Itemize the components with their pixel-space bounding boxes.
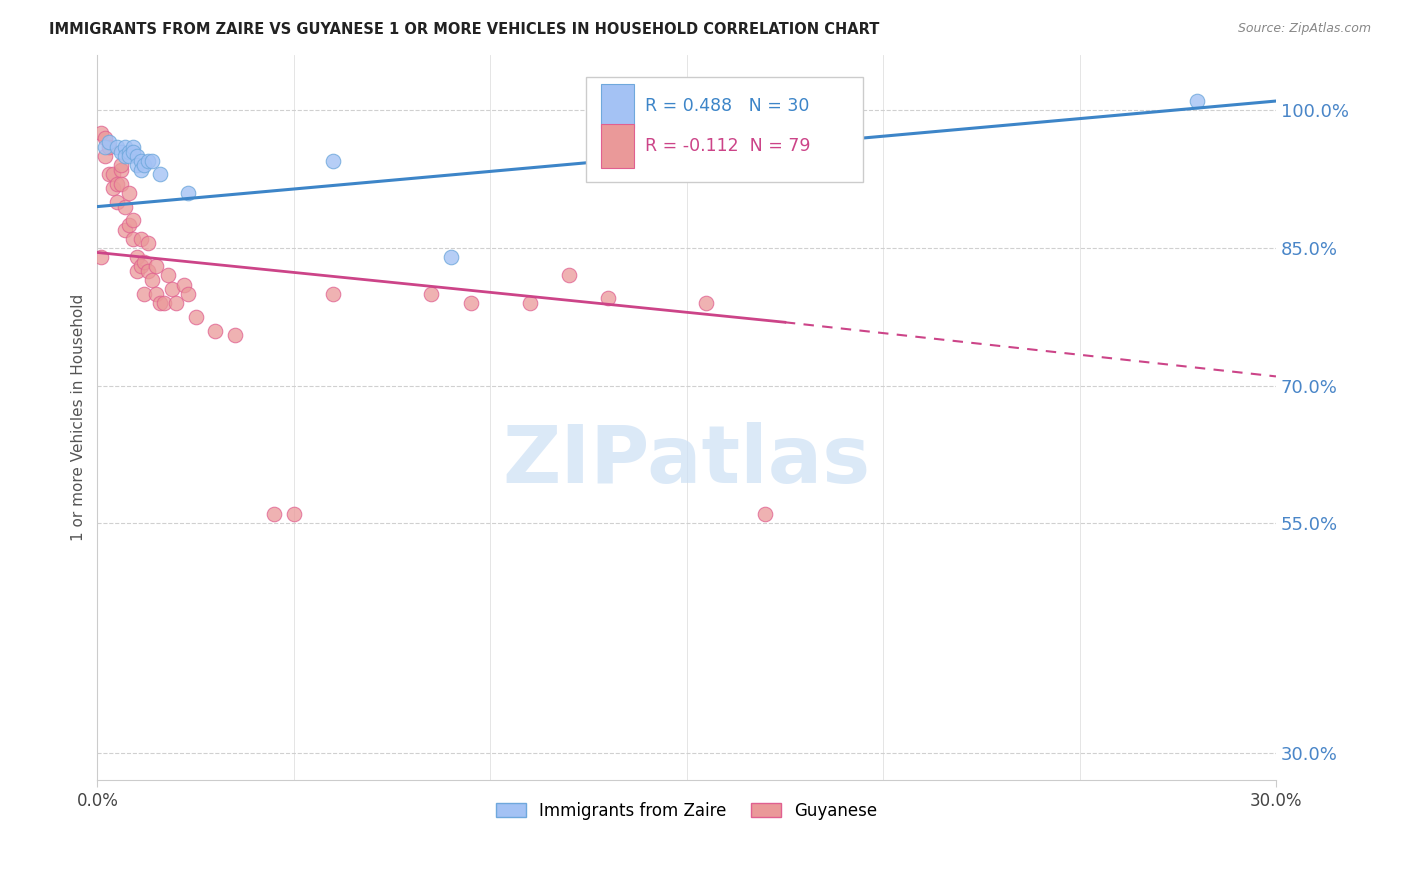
Point [105, 177, 128, 191]
Point [141, 273, 163, 287]
Point [283, 507, 305, 521]
Point [129, 162, 152, 177]
Point [98, 136, 121, 150]
Point [125, 264, 148, 278]
Point [173, 277, 195, 292]
Point [519, 296, 541, 310]
Point [98, 140, 121, 154]
Point [153, 296, 176, 310]
Point [149, 296, 172, 310]
Point [149, 168, 172, 182]
Point [105, 140, 128, 154]
Point [558, 268, 581, 283]
Point [420, 286, 443, 301]
Point [90, 250, 112, 264]
Point [440, 250, 463, 264]
Point [125, 149, 148, 163]
Point [596, 292, 619, 306]
Point [460, 296, 482, 310]
Point [114, 222, 136, 236]
Point [110, 162, 132, 177]
Point [105, 194, 128, 209]
Point [695, 296, 717, 310]
Text: IMMIGRANTS FROM ZAIRE VS GUYANESE 1 OR MORE VEHICLES IN HOUSEHOLD CORRELATION CH: IMMIGRANTS FROM ZAIRE VS GUYANESE 1 OR M… [49, 22, 880, 37]
Point [134, 158, 156, 172]
Point [134, 254, 156, 268]
Point [177, 286, 200, 301]
Point [110, 177, 132, 191]
Point [121, 213, 143, 227]
Point [322, 153, 344, 168]
Point [129, 153, 152, 168]
Point [114, 140, 136, 154]
Point [145, 286, 167, 301]
Point [121, 232, 143, 246]
Point [121, 145, 143, 159]
Point [145, 260, 167, 274]
Point [118, 186, 141, 200]
Point [184, 310, 207, 324]
Point [110, 158, 132, 172]
Point [204, 324, 226, 338]
Point [114, 149, 136, 163]
Point [754, 507, 776, 521]
Point [138, 236, 160, 251]
Point [94, 130, 117, 145]
Point [160, 282, 183, 296]
Point [118, 149, 141, 163]
Point [94, 149, 117, 163]
Point [114, 200, 136, 214]
Point [141, 153, 163, 168]
Point [177, 186, 200, 200]
Point [138, 153, 160, 168]
Point [101, 181, 124, 195]
Point [129, 260, 152, 274]
Point [165, 296, 187, 310]
Point [129, 232, 152, 246]
Point [125, 158, 148, 172]
Point [157, 268, 180, 283]
Point [224, 328, 246, 343]
Point [1187, 94, 1209, 108]
Point [98, 168, 121, 182]
Text: R = 0.488   N = 30: R = 0.488 N = 30 [645, 97, 810, 115]
Point [322, 286, 344, 301]
Point [118, 145, 141, 159]
Text: ZIPatlas: ZIPatlas [502, 422, 870, 500]
Point [263, 507, 285, 521]
Point [125, 250, 148, 264]
Point [90, 126, 112, 140]
Point [121, 140, 143, 154]
Point [101, 168, 124, 182]
Point [118, 218, 141, 232]
FancyBboxPatch shape [600, 84, 634, 128]
Legend: Immigrants from Zaire, Guyanese: Immigrants from Zaire, Guyanese [489, 795, 884, 826]
Point [134, 286, 156, 301]
FancyBboxPatch shape [586, 77, 863, 182]
Point [94, 140, 117, 154]
Text: Source: ZipAtlas.com: Source: ZipAtlas.com [1237, 22, 1371, 36]
Point [110, 145, 132, 159]
Text: R = -0.112  N = 79: R = -0.112 N = 79 [645, 136, 811, 155]
Y-axis label: 1 or more Vehicles in Household: 1 or more Vehicles in Household [72, 294, 86, 541]
Point [138, 264, 160, 278]
FancyBboxPatch shape [600, 124, 634, 168]
